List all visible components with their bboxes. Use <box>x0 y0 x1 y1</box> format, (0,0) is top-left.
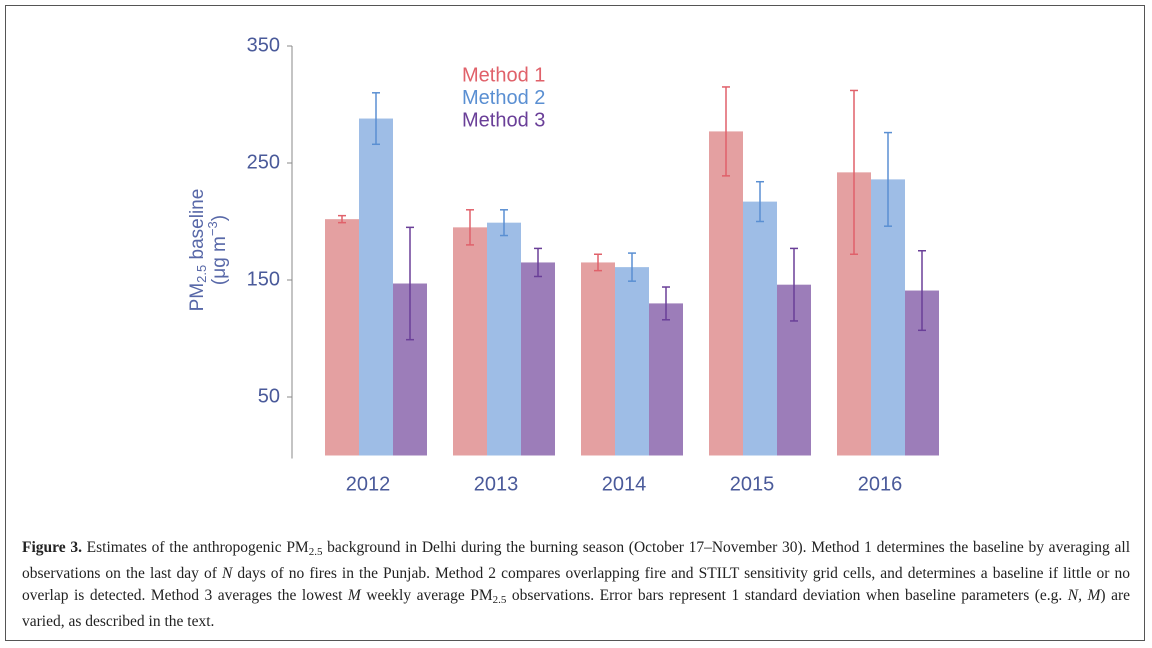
y-label-sub: 2.5 <box>194 265 209 283</box>
bar <box>649 303 683 456</box>
legend-entry: Method 1 <box>462 64 545 86</box>
caption-normal: ) are varied, as described in the text. <box>22 587 1131 630</box>
caption-normal: Estimates of the anthropogenic PM <box>81 539 309 556</box>
figure-caption: Figure 3. Estimates of the anthropogenic… <box>22 537 1130 633</box>
bar <box>521 262 555 456</box>
bar <box>615 267 649 456</box>
legend-entry: Method 2 <box>462 87 545 109</box>
caption-normal: weekly average PM <box>360 587 493 604</box>
caption-italic: N <box>221 565 233 582</box>
caption-sub: 2.5 <box>308 546 323 558</box>
y-label-part: ) <box>209 215 230 221</box>
bar <box>581 262 615 456</box>
y-label-part: baseline <box>187 189 208 265</box>
caption-normal: days of no fires in the Punjab. Method 2… <box>22 565 1130 604</box>
bar <box>325 219 359 456</box>
caption-normal: background in Delhi during the burning s… <box>22 539 1131 582</box>
caption-italic: M <box>347 587 361 604</box>
x-tick-label: 2012 <box>346 473 391 495</box>
figure-frame <box>5 5 1145 641</box>
y-label-part: PM <box>187 283 208 312</box>
y-tick-label: 350 <box>247 34 280 56</box>
y-tick-label: 50 <box>258 385 280 407</box>
caption-italic: N, M <box>1067 587 1101 604</box>
x-tick-label: 2013 <box>474 473 519 495</box>
bar <box>743 201 777 456</box>
bar <box>453 227 487 456</box>
caption-normal: observations. Error bars represent 1 sta… <box>506 587 1068 604</box>
bar <box>709 131 743 456</box>
x-tick-label: 2016 <box>858 473 903 495</box>
y-axis-label: (μg m−3) <box>205 215 230 285</box>
y-tick-label: 150 <box>247 268 280 290</box>
bar <box>359 118 393 456</box>
x-tick-label: 2015 <box>730 473 775 495</box>
caption-sub: 2.5 <box>492 594 507 606</box>
x-tick-label: 2014 <box>602 473 647 495</box>
chart: PM2.5 baseline (μg m−3) 50 150 250 350 2012 2… <box>187 34 939 495</box>
y-label-sup: −3 <box>205 221 220 236</box>
y-axis-label: PM2.5 baseline <box>187 189 209 312</box>
caption-bold: Figure 3. <box>22 539 82 556</box>
bar <box>487 222 521 456</box>
legend-entry: Method 3 <box>462 109 545 131</box>
y-tick-label: 250 <box>247 151 280 173</box>
y-label-part: (μg m <box>209 236 230 285</box>
